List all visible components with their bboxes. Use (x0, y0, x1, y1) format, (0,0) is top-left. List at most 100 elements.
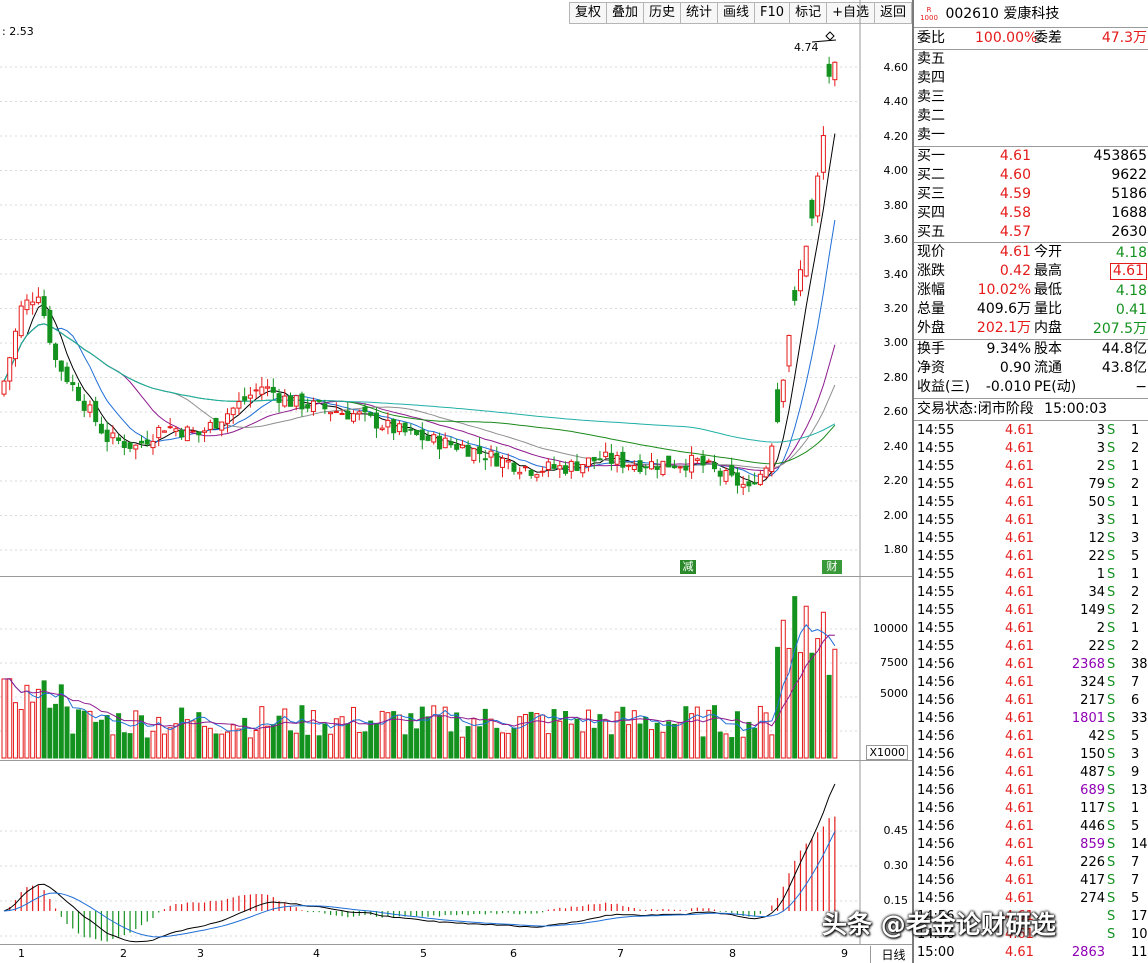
volume-bar (207, 727, 213, 759)
tick-row[interactable]: 14:55 4.61 1 S 1 (917, 566, 1148, 584)
candle-body (574, 461, 580, 471)
volume-bar (780, 619, 786, 759)
tick-row[interactable]: 14:56 4.61 42 S 5 (917, 728, 1148, 746)
candle-body (648, 461, 654, 470)
buy-level-row[interactable]: 买二 4.60 9622 (917, 166, 1147, 185)
tick-row[interactable]: 14:55 4.61 50 S 1 (917, 494, 1148, 512)
candle-body (585, 457, 591, 467)
tick-row[interactable]: 14:55 4.61 2 S 1 (917, 620, 1148, 638)
tick-row[interactable]: 14:56 4.61 S 17 (917, 908, 1148, 926)
sell-level-label: 卖二 (917, 108, 945, 124)
macd-chart-pane[interactable]: 0.45 0.30 0.15 (0, 761, 912, 944)
buy-level-row[interactable]: 买四 4.58 1688 (917, 204, 1147, 223)
tick-time: 14:55 (917, 477, 955, 492)
tick-row[interactable]: 14:55 4.61 22 S 2 (917, 638, 1148, 656)
tick-count: 3 (1131, 531, 1140, 546)
tick-price: 4.61 (1005, 801, 1034, 816)
volume-bar (121, 732, 127, 759)
candle-body (219, 421, 225, 431)
volume-bar (219, 733, 225, 759)
tick-row[interactable]: 14:56 4.61 859 S 14 (917, 836, 1148, 854)
volume-bar (643, 716, 649, 759)
tick-row[interactable]: 14:56 4.61 117 S 1 (917, 800, 1148, 818)
stats-button[interactable]: 统计 (680, 2, 718, 24)
draw-line-button[interactable]: 画线 (717, 2, 755, 24)
tick-volume: 149 (1080, 603, 1105, 618)
candle-body (471, 448, 477, 461)
volume-bar (723, 733, 729, 759)
tick-row[interactable]: 14:56 4.61 S 10 (917, 926, 1148, 944)
tick-count: 9 (1131, 765, 1140, 780)
tick-row[interactable]: 14:55 4.61 2 S 1 (917, 458, 1148, 476)
tick-side: S (1107, 477, 1116, 492)
tick-row[interactable]: 15:00 4.61 2863 112 (917, 944, 1148, 962)
fund-label: 收益(三) (917, 379, 970, 395)
volume-bar (522, 713, 528, 759)
candle-body (591, 456, 597, 462)
tick-row[interactable]: 14:56 4.61 226 S 7 (917, 854, 1148, 872)
candle-body (391, 419, 397, 434)
tick-row[interactable]: 14:55 4.61 34 S 2 (917, 584, 1148, 602)
volume-bar (184, 719, 190, 759)
tick-time: 14:56 (917, 711, 955, 726)
overlay-button[interactable]: 叠加 (605, 2, 643, 24)
tick-row[interactable]: 14:56 4.61 150 S 3 (917, 746, 1148, 764)
history-button[interactable]: 历史 (642, 2, 680, 24)
tick-count: 1 (1131, 621, 1140, 636)
tick-row[interactable]: 14:56 4.61 1801 S 33 (917, 710, 1148, 728)
buy-level-row[interactable]: 买一 4.61 453865 (917, 147, 1147, 166)
kline-chart-pane[interactable]: : 2.53 复权 叠加 历史 统计 画线 F10 标记 +自选 返回 4.74… (0, 0, 912, 576)
tick-volume: 859 (1080, 837, 1105, 852)
fuquan-button[interactable]: 复权 (568, 2, 606, 24)
tick-row[interactable]: 14:55 4.61 3 S 1 (917, 512, 1148, 530)
tick-row[interactable]: 14:56 4.61 2368 S 38 (917, 656, 1148, 674)
tick-row[interactable]: 14:56 4.61 324 S 7 (917, 674, 1148, 692)
sell-level-label: 卖三 (917, 89, 945, 105)
candle-body (362, 406, 368, 413)
sell-level-label: 卖一 (917, 127, 945, 143)
tick-count: 7 (1131, 855, 1140, 870)
tick-row[interactable]: 14:55 4.61 12 S 3 (917, 530, 1148, 548)
tick-time: 14:56 (917, 729, 955, 744)
fund-value: 43.8亿 (1101, 360, 1147, 376)
tick-price: 4.61 (1005, 567, 1034, 582)
tick-row[interactable]: 14:56 4.61 417 S 7 (917, 872, 1148, 890)
candle-body (534, 474, 540, 478)
price-tick-label: 2.00 (883, 509, 909, 522)
tick-row[interactable]: 14:55 4.61 149 S 2 (917, 602, 1148, 620)
candle-body (53, 343, 59, 361)
volume-bar (190, 720, 196, 759)
volume-bar (775, 646, 781, 759)
status-label: 交易状态: (917, 401, 978, 417)
volume-chart-pane[interactable]: 10000 7500 5000 X1000 (0, 577, 912, 760)
volume-bar (81, 710, 87, 759)
tick-row[interactable]: 14:56 4.61 446 S 5 (917, 818, 1148, 836)
finance-report-marker[interactable]: 财 (822, 560, 842, 574)
mark-button[interactable]: 标记 (789, 2, 827, 24)
period-selector[interactable]: 日线 (870, 946, 910, 963)
back-button[interactable]: 返回 (873, 2, 912, 24)
candle-body (179, 429, 185, 438)
tick-row[interactable]: 14:56 4.61 487 S 9 (917, 764, 1148, 782)
stat-row: 外盘 202.1万 内盘 207.5万 (917, 319, 1147, 338)
tick-row[interactable]: 14:55 4.61 3 S 1 (917, 422, 1148, 440)
volume-bar (494, 727, 500, 759)
tick-time: 14:55 (917, 603, 955, 618)
f10-button[interactable]: F10 (754, 2, 790, 24)
tick-row[interactable]: 14:55 4.61 22 S 5 (917, 548, 1148, 566)
candle-body (603, 451, 609, 458)
buy-level-row[interactable]: 买三 4.59 5186 (917, 185, 1147, 204)
tick-volume: 22 (1088, 639, 1105, 654)
tick-row[interactable]: 14:55 4.61 79 S 2 (917, 476, 1148, 494)
tick-count: 1 (1131, 567, 1140, 582)
candle-body (156, 426, 162, 439)
tick-row[interactable]: 14:56 4.61 689 S 13 (917, 782, 1148, 800)
price-tick-label: 2.60 (883, 405, 909, 418)
tick-row[interactable]: 14:56 4.61 274 S 5 (917, 890, 1148, 908)
reduce-holding-marker[interactable]: 减 (680, 560, 696, 574)
buy-level-row[interactable]: 买五 4.57 2630 (917, 223, 1147, 242)
volume-bar (689, 713, 695, 759)
tick-row[interactable]: 14:56 4.61 217 S 6 (917, 692, 1148, 710)
fund-row: 换手 9.34% 股本 44.8亿 (917, 340, 1147, 359)
tick-row[interactable]: 14:55 4.61 3 S 2 (917, 440, 1148, 458)
